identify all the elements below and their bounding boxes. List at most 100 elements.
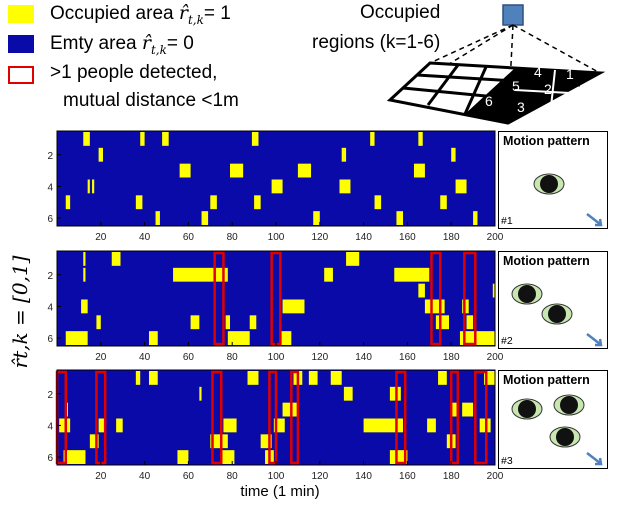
- y-tick-label: 2: [47, 151, 53, 162]
- grid-line: [402, 86, 539, 103]
- occupied-cell: [339, 179, 351, 194]
- person-icon: [511, 283, 543, 305]
- legend-empty-suffix: = 0: [166, 33, 194, 54]
- people-illustration: [533, 173, 603, 227]
- x-tick-label: 140: [355, 232, 372, 243]
- occupied-cell: [418, 132, 423, 146]
- occupied-cell: [98, 147, 103, 162]
- detection-box: [474, 370, 488, 465]
- y-tick-label: 2: [47, 271, 53, 282]
- occupied-cell: [440, 195, 447, 210]
- occupied-cell: [473, 211, 478, 225]
- occupied-cell: [313, 211, 320, 225]
- occupied-cell: [282, 299, 305, 314]
- occupied-cell: [363, 418, 404, 433]
- x-tick-label: 160: [399, 232, 416, 243]
- projection-line: [512, 24, 601, 74]
- y-tick-label: 6: [47, 453, 53, 464]
- occupied-cell: [65, 195, 71, 210]
- direction-arrow-icon: [586, 333, 601, 345]
- detection-box: [430, 251, 442, 346]
- occupied-cell: [370, 132, 375, 146]
- occupied-cell: [148, 331, 158, 345]
- occupied-cell: [190, 315, 200, 330]
- occupied-cell: [343, 386, 353, 401]
- occupied-cell: [451, 402, 458, 417]
- x-tick-label: 140: [355, 352, 372, 363]
- occupied-cell: [330, 371, 342, 385]
- occupied-cell: [280, 331, 292, 345]
- x-tick-label: 20: [95, 352, 107, 363]
- occupied-cell: [308, 371, 318, 385]
- occupied-cell: [451, 147, 456, 162]
- occupied-cell: [455, 179, 467, 194]
- occupied-cell: [65, 331, 88, 345]
- motion-pattern-panel-2: Motion pattern #2: [498, 251, 608, 349]
- occupied-cell: [271, 179, 283, 194]
- legend-occupied-label: Occupied area r̂t,k= 1: [50, 2, 231, 27]
- motion-pattern-title: Motion pattern: [503, 254, 590, 268]
- x-tick-label: 80: [227, 471, 239, 482]
- person-icon: [533, 173, 565, 195]
- occupied-cell: [346, 252, 360, 266]
- occupied-cell: [389, 450, 408, 464]
- x-tick-label: 80: [227, 232, 239, 243]
- occupied-cell: [201, 211, 209, 225]
- x-tick-label: 200: [487, 471, 504, 482]
- occupied-cell: [89, 434, 99, 449]
- occupied-cell: [341, 147, 347, 162]
- x-tick-label: 200: [487, 232, 504, 243]
- occupied-cell: [424, 299, 445, 314]
- people-illustration: [511, 394, 603, 466]
- r-symbol-2: r̂: [141, 32, 151, 54]
- x-tick-label: 180: [443, 352, 460, 363]
- occupied-cell: [254, 195, 261, 210]
- occupied-cell: [199, 386, 202, 401]
- heatmap-background: [57, 251, 495, 346]
- region-number: 3: [517, 99, 525, 115]
- occupied-cell: [221, 450, 235, 464]
- x-tick-label: 100: [268, 232, 285, 243]
- motion-pattern-number: #2: [501, 335, 513, 347]
- x-tick-label: 100: [268, 352, 285, 363]
- person-icon: [541, 303, 573, 325]
- occupied-cell: [324, 267, 333, 282]
- occupied-cell: [155, 211, 160, 225]
- occupied-cell: [83, 267, 86, 282]
- r-subscript-2: t,k: [150, 42, 167, 57]
- occupied-regions: [465, 68, 600, 123]
- region-number: 4: [534, 64, 542, 80]
- region-number: 2: [544, 81, 552, 97]
- y-tick-label: 4: [47, 421, 53, 432]
- occupied-cell: [140, 132, 145, 146]
- direction-arrow-icon: [586, 213, 601, 225]
- x-tick-label: 60: [183, 471, 195, 482]
- occupied-cell: [466, 315, 474, 330]
- occupied-cell: [396, 211, 404, 225]
- occupied-cell: [83, 252, 86, 266]
- detection-box: [211, 370, 223, 465]
- occupied-cell: [92, 179, 95, 194]
- occupied-cell: [111, 252, 121, 266]
- detection-box: [290, 370, 300, 465]
- x-tick-label: 180: [443, 232, 460, 243]
- person-icon: [511, 398, 543, 420]
- occupied-cell: [251, 132, 259, 146]
- arrow-head-icon: [595, 218, 603, 227]
- motion-pattern-title: Motion pattern: [503, 373, 590, 387]
- occupied-cell: [459, 331, 495, 345]
- occupied-cell: [83, 132, 90, 146]
- legend-detected-line2: mutual distance <1m: [63, 90, 239, 111]
- x-tick-label: 60: [183, 232, 195, 243]
- motion-pattern-number: #1: [501, 215, 513, 227]
- occupied-cell: [418, 283, 425, 298]
- occupied-cell: [135, 371, 141, 385]
- occupied-cell: [87, 179, 90, 194]
- occupied-cell: [179, 163, 191, 178]
- occupied-cell: [63, 450, 86, 464]
- x-tick-label: 160: [399, 471, 416, 482]
- occupied-cell: [227, 331, 250, 345]
- x-tick-label: 60: [183, 352, 195, 363]
- y-tick-label: 4: [47, 302, 53, 313]
